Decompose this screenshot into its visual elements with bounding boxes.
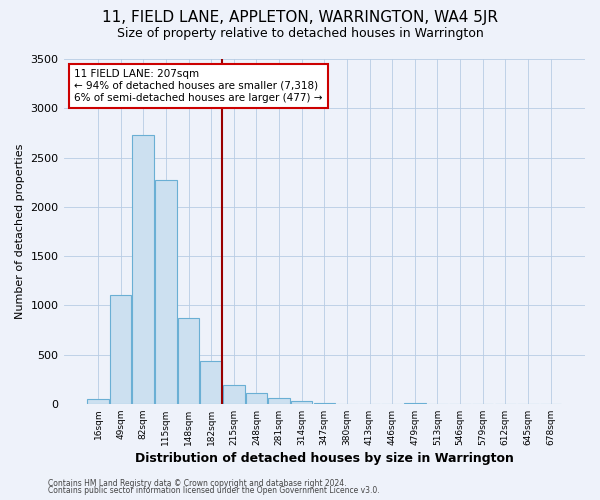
Text: 11 FIELD LANE: 207sqm
← 94% of detached houses are smaller (7,318)
6% of semi-de: 11 FIELD LANE: 207sqm ← 94% of detached … [74, 70, 322, 102]
Bar [314, 403, 335, 404]
Bar [110, 296, 131, 404]
Bar [133, 135, 154, 404]
Text: 11, FIELD LANE, APPLETON, WARRINGTON, WA4 5JR: 11, FIELD LANE, APPLETON, WARRINGTON, WA… [102, 10, 498, 25]
Bar [223, 384, 245, 404]
Bar [178, 318, 199, 404]
Bar [200, 362, 222, 404]
Bar [87, 399, 109, 404]
X-axis label: Distribution of detached houses by size in Warrington: Distribution of detached houses by size … [135, 452, 514, 465]
Y-axis label: Number of detached properties: Number of detached properties [15, 144, 25, 319]
Bar [245, 394, 267, 404]
Text: Contains public sector information licensed under the Open Government Licence v3: Contains public sector information licen… [48, 486, 380, 495]
Bar [291, 401, 313, 404]
Text: Size of property relative to detached houses in Warrington: Size of property relative to detached ho… [116, 28, 484, 40]
Text: Contains HM Land Registry data © Crown copyright and database right 2024.: Contains HM Land Registry data © Crown c… [48, 478, 347, 488]
Bar [155, 180, 176, 404]
Bar [268, 398, 290, 404]
